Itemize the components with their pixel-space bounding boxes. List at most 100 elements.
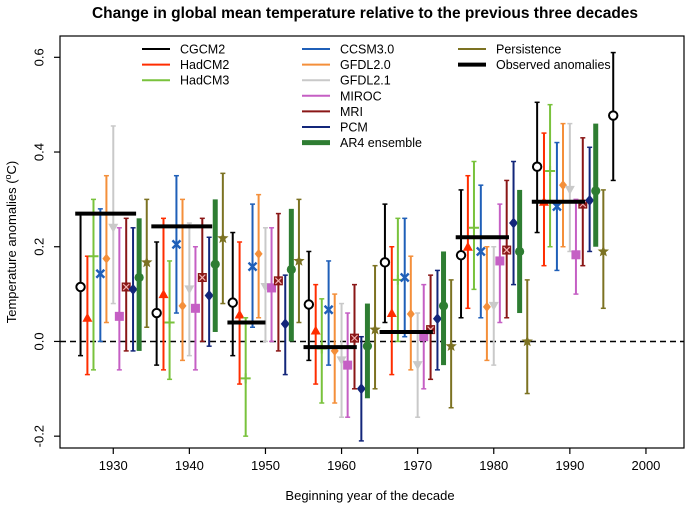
legend-label: GFDL2.0 <box>340 58 391 72</box>
y-axis-label-superscript: o <box>3 174 13 179</box>
legend-entry-ccsm3-0: CCSM3.0 <box>302 43 394 57</box>
data-point <box>495 256 505 266</box>
legend-label: CCSM3.0 <box>340 43 394 57</box>
data-point <box>114 311 124 321</box>
data-point <box>164 317 175 328</box>
data-point <box>75 281 86 293</box>
x-tick-label: 1990 <box>555 458 584 473</box>
data-point <box>247 261 258 272</box>
y-axis-label-end: C) <box>4 161 19 175</box>
y-tick-label: 0.0 <box>31 332 46 350</box>
data-point <box>488 301 499 311</box>
data-point <box>362 341 373 351</box>
data-point <box>502 245 512 255</box>
legend-label: HadCM2 <box>180 58 229 72</box>
legend-entry-mri: MRI <box>302 105 363 119</box>
y-tick-label: 0.4 <box>31 143 46 161</box>
x-tick-label: 1970 <box>403 458 432 473</box>
data-point <box>108 223 119 233</box>
legend-entry-ar4-ensemble: AR4 ensemble <box>302 136 422 150</box>
legend-label: AR4 ensemble <box>340 136 422 150</box>
data-point <box>419 332 429 342</box>
legend-label: PCM <box>340 121 368 135</box>
data-point <box>521 335 533 347</box>
data-point <box>323 304 334 315</box>
y-tick-label: 0.2 <box>31 238 46 256</box>
legend-label: MIROC <box>340 89 382 103</box>
y-tick-label: 0.6 <box>31 48 46 66</box>
legend-entry-gfdl2-1: GFDL2.1 <box>302 74 391 88</box>
error-bar <box>136 218 142 351</box>
data-point <box>356 383 366 395</box>
data-point <box>585 194 595 206</box>
data-point <box>597 245 610 257</box>
series-pcm <box>128 146 595 442</box>
error-bar <box>593 123 599 247</box>
data-point <box>171 239 182 250</box>
data-point <box>412 361 423 371</box>
plot-area <box>59 35 685 449</box>
data-point <box>217 232 229 244</box>
x-tick-label: 1980 <box>479 458 508 473</box>
chart-title: Change in global mean temperature relati… <box>92 5 638 22</box>
legend-label: GFDL2.1 <box>340 74 391 88</box>
series-cgcm2 <box>75 51 619 366</box>
data-point <box>455 250 467 261</box>
legend-entry-miroc: MIROC <box>302 89 382 103</box>
data-point <box>406 308 415 319</box>
data-point <box>564 185 575 195</box>
series-hadcm3 <box>88 103 556 437</box>
data-point <box>552 201 562 212</box>
series-hadcm2 <box>82 132 549 385</box>
legend-label: HadCM3 <box>180 74 229 88</box>
marker-cross <box>122 283 130 291</box>
data-point <box>386 308 397 318</box>
data-point <box>82 312 93 322</box>
data-point <box>134 272 144 283</box>
series-ar4-ensemble <box>134 123 601 399</box>
observed-anomalies-layer <box>75 199 586 350</box>
data-point <box>254 248 263 259</box>
legend-label: MRI <box>340 105 363 119</box>
data-point <box>286 264 296 275</box>
data-point <box>462 241 473 251</box>
data-point <box>273 276 283 286</box>
data-marks-layer <box>75 51 619 442</box>
legend-entry-pcm: PCM <box>302 121 368 135</box>
data-point <box>227 297 238 308</box>
x-axis-label: Beginning year of the decade <box>285 488 454 503</box>
legend-entry-gfdl2-0: GFDL2.0 <box>302 58 391 72</box>
data-point <box>158 289 169 299</box>
legend-entry-cgcm2: CGCM2 <box>142 43 225 57</box>
legend-entry-observed-anomalies: Observed anomalies <box>458 58 611 72</box>
data-point <box>545 165 556 176</box>
error-bar <box>364 303 370 399</box>
data-point <box>475 246 486 257</box>
x-tick-label: 1940 <box>175 458 204 473</box>
marker-cross <box>351 334 358 342</box>
y-axis-label-main: Temperature anomalies ( <box>4 179 19 323</box>
data-point <box>608 110 619 121</box>
data-point <box>438 301 449 311</box>
data-point <box>204 290 214 302</box>
legend-entry-persistence: Persistence <box>458 43 561 57</box>
error-bar <box>288 208 294 342</box>
legend-entry-hadcm2: HadCM2 <box>142 58 229 72</box>
legend-label: CGCM2 <box>180 43 225 57</box>
marker-cross <box>198 274 206 281</box>
data-point <box>95 268 106 279</box>
series-persistence <box>141 172 610 409</box>
x-tick-label: 1930 <box>99 458 128 473</box>
data-point <box>482 301 491 312</box>
data-point <box>141 256 153 268</box>
axes-layer: -0.2 0.0 0.2 0.4 0.6 1930 1940 1950 1960 1970 1980… <box>31 48 660 473</box>
data-point <box>349 333 359 343</box>
data-point <box>280 318 290 330</box>
data-point <box>343 360 353 370</box>
x-tick-label: 1950 <box>251 458 280 473</box>
data-point <box>303 299 315 310</box>
data-point <box>234 309 245 319</box>
legend-label: Persistence <box>496 43 561 57</box>
y-tick-label: -0.2 <box>31 425 46 447</box>
